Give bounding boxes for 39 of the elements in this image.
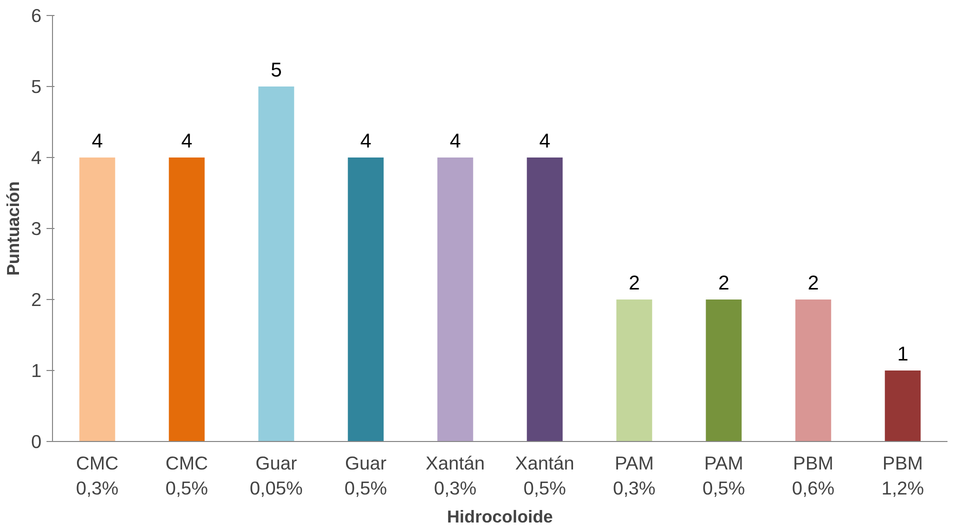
bar [79, 158, 116, 442]
data-label: 4 [539, 130, 550, 152]
data-label: 4 [450, 130, 461, 152]
y-tick-label: 1 [31, 360, 42, 381]
data-label: 4 [92, 130, 103, 152]
y-tick-label: 0 [31, 431, 42, 452]
bar [526, 158, 563, 442]
bar [616, 300, 652, 442]
data-label: 1 [897, 344, 908, 366]
x-tick-label: PBM 0,6% [792, 452, 835, 499]
data-label: 2 [628, 272, 640, 294]
bar [258, 86, 294, 442]
bar [706, 300, 742, 442]
data-label: 4 [360, 130, 372, 152]
x-axis-title: Hidrocoloide [447, 506, 554, 527]
x-tick-label: PAM 0,3% [612, 452, 656, 499]
bar [437, 158, 474, 442]
bar [168, 158, 205, 442]
y-tick-label: 4 [31, 147, 42, 168]
x-tick-label: PAM 0,5% [702, 452, 746, 499]
y-axis-title: Puntuación [3, 181, 24, 276]
x-tick-label: Xantán 0,5% [515, 452, 574, 499]
bar [884, 370, 921, 442]
x-tick-label: Xantán 0,3% [426, 452, 485, 499]
x-tick-label: CMC 0,5% [165, 452, 208, 499]
y-tick-label: 5 [31, 76, 42, 97]
x-tick-label: CMC 0,3% [76, 452, 119, 499]
x-tick-label: Guar 0,5% [344, 452, 388, 499]
x-tick-label: Guar 0,05% [250, 452, 303, 499]
data-label: 2 [808, 272, 819, 294]
data-label: 4 [181, 130, 192, 152]
y-tick-label: 6 [31, 5, 42, 26]
bar [795, 300, 832, 442]
data-label: 2 [718, 272, 730, 294]
y-tick-label: 2 [31, 289, 42, 310]
bar [348, 158, 384, 442]
data-label: 5 [270, 60, 282, 82]
x-tick-label: PBM 1,2% [881, 452, 924, 499]
y-tick-label: 3 [31, 218, 42, 239]
